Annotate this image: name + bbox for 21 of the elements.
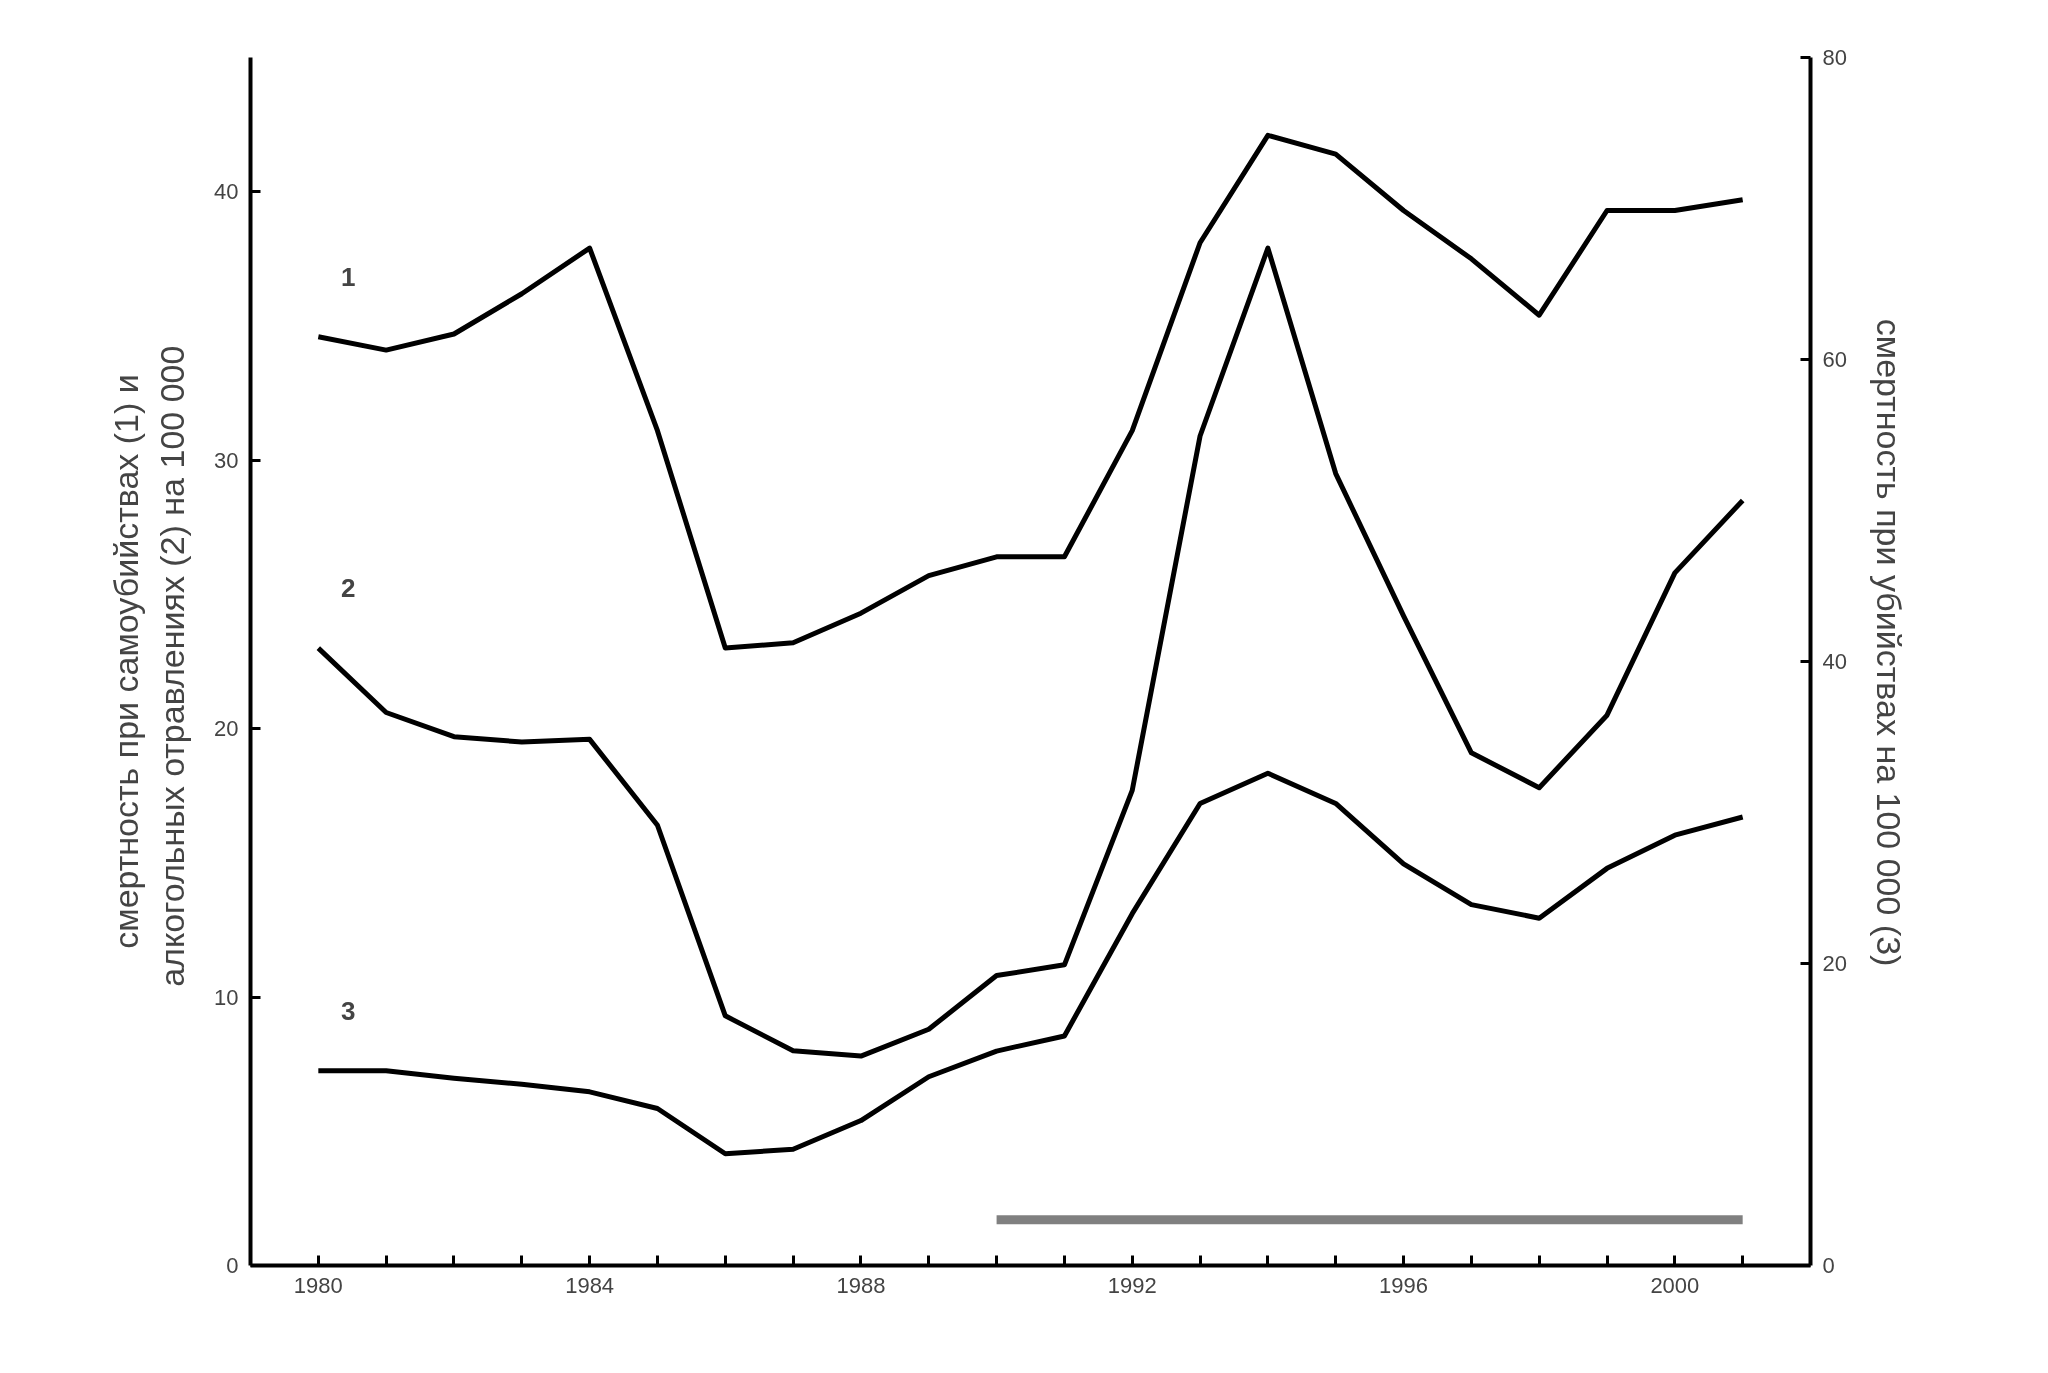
series-label: 3 [341, 995, 356, 1026]
x-tick-label: 1996 [1379, 1272, 1429, 1298]
y2-axis-title: смертность при убийствах на 100 000 (3) [1869, 318, 1908, 967]
y-tick-label: 40 [214, 179, 239, 205]
series-label: 1 [341, 261, 356, 292]
x-tick-label: 2000 [1650, 1272, 1700, 1298]
y2-tick-label: 20 [1822, 951, 1847, 976]
y2-tick-label: 60 [1822, 347, 1847, 372]
x-tick-label: 1988 [836, 1272, 886, 1298]
y-tick-label: 10 [214, 984, 239, 1010]
y2-tick-label: 40 [1822, 649, 1847, 674]
y2-tick-label: 80 [1822, 45, 1847, 70]
y-tick-label: 0 [226, 1253, 239, 1278]
series-label: 2 [341, 573, 356, 604]
y-axis-title: смертность при самоубийствах (1) и алкогольных отравлениях (2) на 100 000 [107, 345, 192, 987]
y-tick-label: 30 [214, 447, 239, 473]
x-tick-label: 1992 [1107, 1272, 1157, 1298]
y2-tick-label: 0 [1822, 1253, 1835, 1278]
x-tick-label: 1980 [293, 1272, 343, 1298]
y-tick-label: 20 [214, 716, 239, 742]
x-tick-label: 1984 [565, 1272, 615, 1298]
